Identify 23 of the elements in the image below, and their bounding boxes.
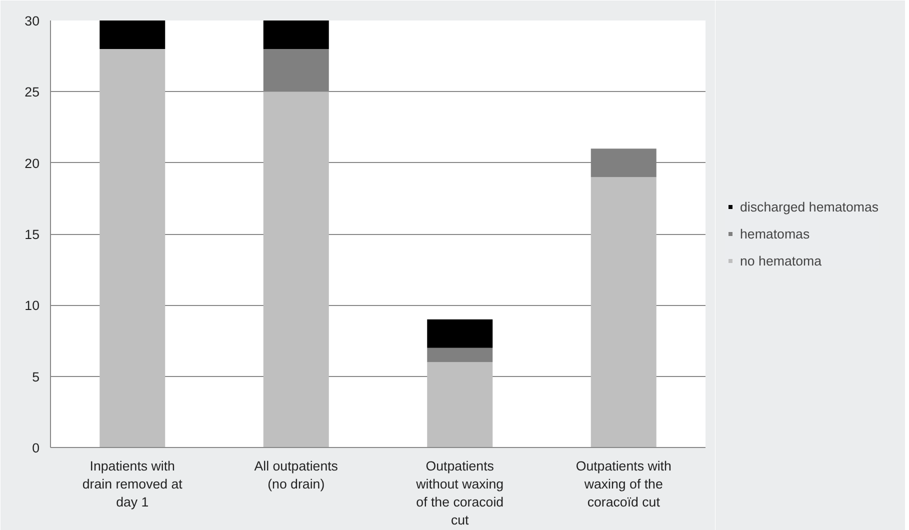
x-tick-label: All outpatients (no drain) [254, 458, 338, 492]
y-tick-label: 20 [24, 156, 40, 171]
bar [590, 177, 656, 448]
y-tick-label: 15 [24, 227, 40, 242]
y-tick-label: 30 [24, 14, 40, 28]
bar [263, 92, 329, 448]
x-tick-label: Outpatients without waxing of the coracoid cut [415, 458, 504, 528]
legend-label: hematomas [740, 226, 810, 241]
x-tick-label: Outpatients with waxing of the coracoïd cut [576, 458, 672, 510]
bar [263, 20, 329, 49]
legend-label: discharged hematomas [740, 199, 879, 214]
bar [100, 20, 166, 49]
bar [427, 348, 493, 362]
legend-label: no hematoma [740, 253, 822, 268]
bar [590, 148, 656, 178]
y-tick-label: 0 [32, 440, 40, 456]
y-tick-label: 5 [32, 369, 40, 384]
bar [427, 362, 493, 448]
bar [427, 319, 493, 348]
y-tick-label: 25 [24, 84, 40, 100]
y-tick-label: 10 [24, 298, 40, 314]
x-tick-label: Inpatients with drain removed at day 1 [82, 458, 183, 510]
bar [100, 48, 166, 448]
